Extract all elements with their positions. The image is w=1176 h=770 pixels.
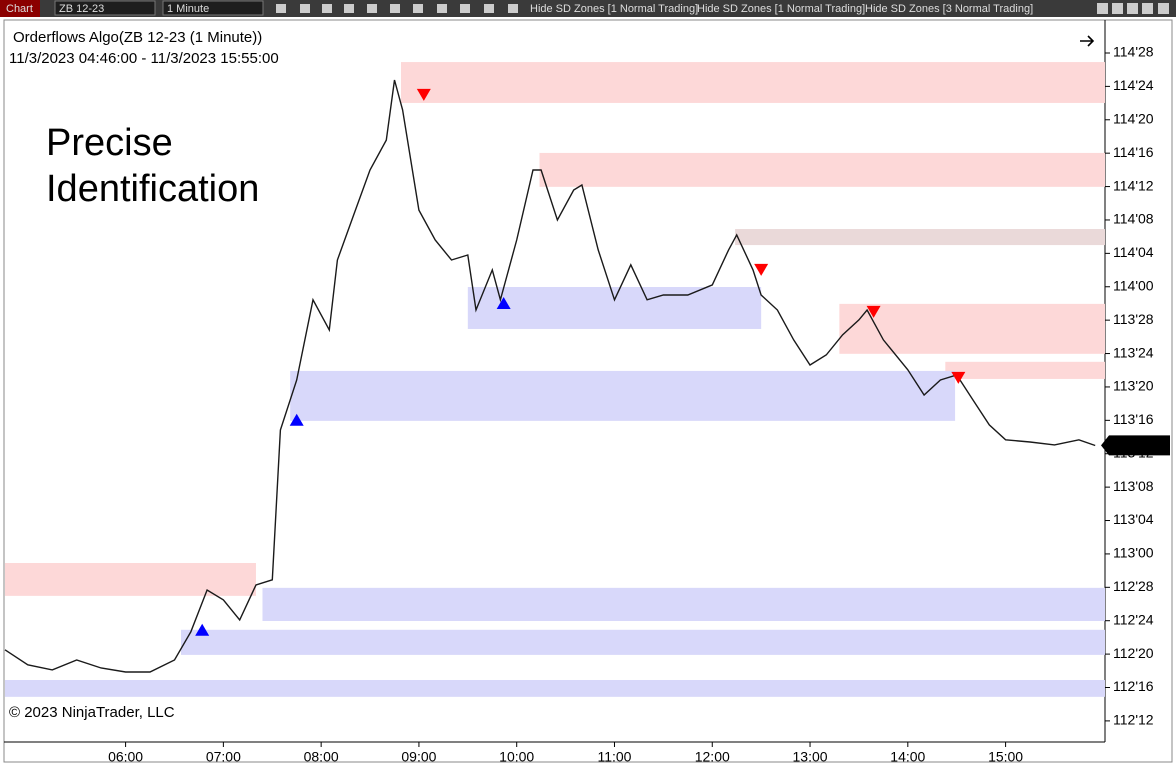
y-tick-label: 112'28 bbox=[1113, 578, 1154, 594]
sd-zone bbox=[5, 563, 256, 596]
x-tick-label: 07:00 bbox=[206, 749, 241, 765]
y-tick-label: 114'00 bbox=[1113, 277, 1154, 293]
y-tick-label: 112'24 bbox=[1113, 611, 1154, 627]
sd-zone bbox=[262, 587, 1106, 621]
y-tick-label: 113'20 bbox=[1113, 378, 1154, 394]
interval-select[interactable] bbox=[162, 0, 264, 16]
x-tick-label: 14:00 bbox=[890, 749, 925, 765]
y-tick-label: 114'12 bbox=[1113, 177, 1154, 193]
y-tick-label: 112'20 bbox=[1113, 645, 1154, 661]
y-tick-label: 114'20 bbox=[1113, 110, 1154, 126]
chart-subtitle: 11/3/2023 04:46:00 - 11/3/2023 15:55:00 bbox=[9, 50, 279, 67]
last-price-label: 113'13 bbox=[1114, 436, 1155, 452]
sd-zone bbox=[401, 62, 1105, 103]
x-tick-label: 11:00 bbox=[597, 749, 631, 765]
instrument-label: ZB 12-23 bbox=[59, 3, 104, 15]
sd-zone bbox=[539, 152, 1105, 187]
scroll-arrow[interactable] bbox=[1080, 35, 1095, 47]
sd-zone bbox=[839, 303, 1105, 354]
y-tick-label: 113'24 bbox=[1113, 344, 1154, 360]
x-tick-label: 15:00 bbox=[988, 749, 1023, 765]
chart-tab-label: Chart bbox=[6, 3, 33, 15]
y-tick-label: 114'08 bbox=[1113, 211, 1154, 227]
chart-title: Orderflows Algo(ZB 12-23 (1 Minute)) bbox=[13, 29, 262, 46]
signal-arrow bbox=[496, 297, 511, 310]
signal-arrow bbox=[416, 88, 431, 101]
sd-zone bbox=[5, 680, 1105, 697]
copyright: © 2023 NinjaTrader, LLC bbox=[9, 704, 175, 721]
sd-zone bbox=[945, 361, 1105, 379]
y-tick-label: 113'08 bbox=[1113, 478, 1154, 494]
x-tick-label: 08:00 bbox=[304, 749, 339, 765]
x-tick-label: 10:00 bbox=[499, 749, 534, 765]
y-tick-label: 113'16 bbox=[1113, 411, 1154, 427]
y-tick-label: 113'28 bbox=[1113, 311, 1154, 327]
sd-zone bbox=[181, 629, 1105, 655]
y-tick-label: 112'16 bbox=[1113, 678, 1154, 694]
price-line bbox=[4, 79, 1096, 673]
sd-zone bbox=[467, 287, 762, 329]
signal-arrow bbox=[866, 305, 881, 318]
annotation: Identification bbox=[46, 168, 259, 210]
instrument-select[interactable] bbox=[54, 0, 156, 16]
sd-zone bbox=[735, 229, 1105, 246]
signal-arrow bbox=[951, 371, 966, 384]
chart-tab[interactable] bbox=[0, 0, 40, 17]
signal-arrow bbox=[195, 623, 210, 636]
y-tick-label: 113'00 bbox=[1113, 545, 1154, 561]
x-tick-label: 13:00 bbox=[793, 749, 828, 765]
window-controls[interactable] bbox=[1097, 3, 1169, 14]
x-tick-label: 09:00 bbox=[401, 749, 436, 765]
x-tick-label: 12:00 bbox=[695, 749, 730, 765]
y-tick-label: 112'12 bbox=[1113, 712, 1154, 728]
y-tick-label: 113'04 bbox=[1113, 511, 1154, 527]
signal-arrow bbox=[289, 413, 304, 426]
y-tick-label: 114'28 bbox=[1113, 44, 1154, 60]
tool-icons bbox=[276, 4, 518, 13]
sd-zone-button[interactable]: Hide SD Zones [1 Normal Trading] bbox=[697, 3, 865, 15]
y-tick-label: 114'24 bbox=[1113, 77, 1154, 93]
sd-zone-button[interactable]: Hide SD Zones [3 Normal Trading] bbox=[865, 3, 1033, 15]
toolbar bbox=[0, 0, 1176, 17]
sd-zone-button[interactable]: Hide SD Zones [1 Normal Trading] bbox=[530, 3, 698, 15]
interval-label: 1 Minute bbox=[167, 3, 209, 15]
plot bbox=[4, 62, 1106, 697]
sd-zone bbox=[290, 370, 956, 421]
annotation: Precise bbox=[46, 122, 173, 164]
y-tick-label: 114'04 bbox=[1113, 244, 1154, 260]
x-tick-label: 06:00 bbox=[108, 749, 143, 765]
last-price-tag bbox=[1101, 435, 1170, 456]
signal-arrow bbox=[754, 263, 769, 276]
y-tick-label: 114'16 bbox=[1113, 144, 1154, 160]
